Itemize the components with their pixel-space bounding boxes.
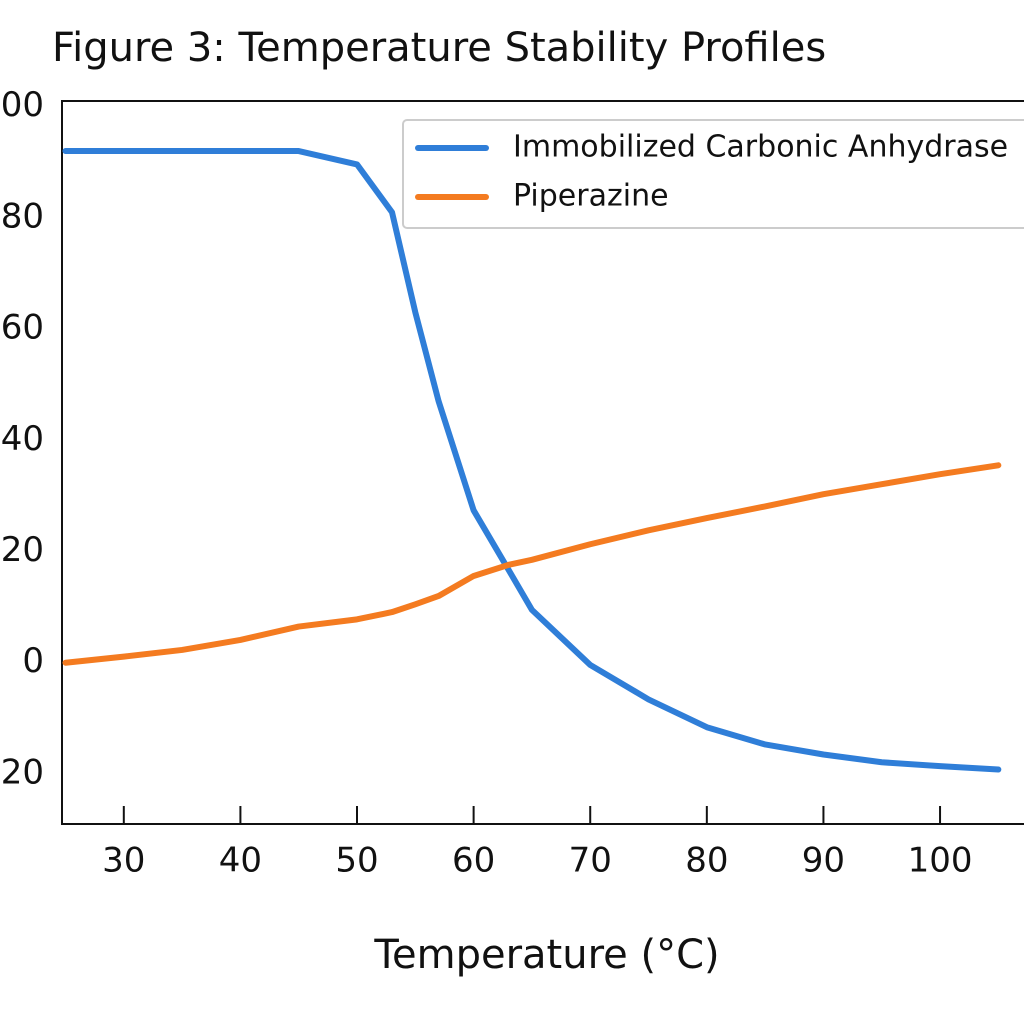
x-tick-label: 80 [685,841,728,881]
chart-title: Figure 3: Temperature Stability Profiles [52,25,826,71]
legend-label: Piperazine [513,179,669,214]
legend-box [402,119,1024,229]
x-tick-label: 30 [102,841,145,881]
x-tick-label: 70 [569,841,612,881]
y-tick-label: 80 [1,196,44,236]
y-tick-label: 40 [1,419,44,459]
x-tick-label: 90 [802,841,845,881]
x-tick-label: 100 [908,841,973,881]
x-tick-label: 60 [452,841,495,881]
y-tick-label: -20 [0,752,44,792]
series-line [62,148,1002,773]
plot-frame [61,100,1024,825]
series-line [62,462,1002,666]
y-tick-label: 100 [0,85,44,125]
y-tick-label: 20 [1,530,44,570]
x-axis-label: Temperature (°C) [373,932,719,978]
y-tick-label: 60 [1,308,44,348]
x-tick-label: 50 [335,841,378,881]
x-tick-label: 40 [219,841,262,881]
y-tick-label: 0 [22,641,44,681]
legend-label: Immobilized Carbonic Anhydrase [513,130,1008,165]
